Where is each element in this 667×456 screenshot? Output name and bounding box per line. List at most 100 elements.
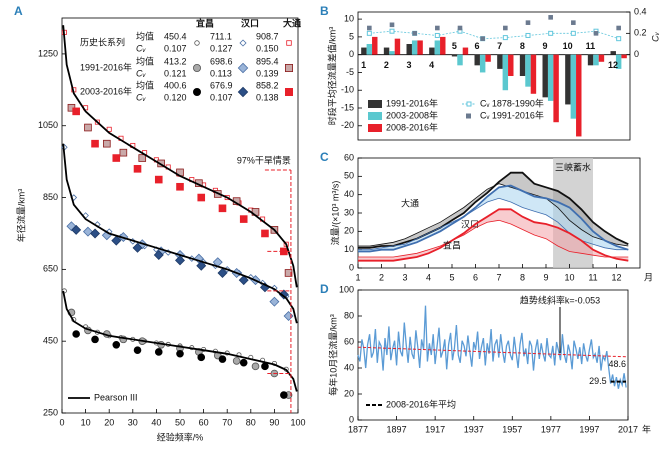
legend-mean-label: 均值	[136, 30, 154, 41]
y-tick-label: 1050	[38, 120, 58, 130]
legend-cv: 0.150	[256, 43, 279, 53]
panel-label: B	[320, 4, 329, 18]
y-tick-label: 850	[43, 192, 58, 202]
legend-label: Pearson III	[94, 392, 138, 402]
point	[261, 362, 269, 371]
recent-line	[358, 183, 629, 247]
legend-mean-label: 均值	[136, 55, 154, 66]
point	[239, 358, 248, 367]
category-label: 4	[429, 60, 434, 70]
legend-station: 大通	[283, 17, 301, 28]
bar	[497, 54, 503, 69]
y-tick-label: -20	[341, 120, 354, 130]
x-tick-label: 1977	[541, 424, 561, 434]
bar	[462, 47, 469, 55]
legend-swatch	[368, 124, 382, 132]
point	[232, 357, 241, 365]
x-tick-label: 3	[402, 272, 407, 282]
bar	[502, 54, 509, 91]
legend-cv-label: Cᵥ	[136, 68, 146, 78]
category-label: 12	[608, 60, 618, 70]
cv-point	[412, 31, 417, 36]
legend-cv: 0.127	[210, 43, 233, 53]
bar	[610, 51, 616, 55]
bar	[411, 40, 418, 55]
y-tick-label: -10	[341, 85, 354, 95]
legend-label: 2008-2016年平均	[386, 398, 456, 409]
point	[138, 154, 147, 162]
legend-marker	[237, 62, 249, 74]
bar	[598, 54, 605, 62]
cv-point	[548, 30, 554, 36]
point	[269, 296, 280, 307]
band-label: 三峡蓄水	[555, 161, 591, 172]
y2-axis-label: Cᵥ	[650, 31, 660, 41]
bar	[451, 54, 458, 57]
mean-label: 29.5	[589, 376, 607, 386]
legend-marker	[192, 64, 201, 73]
cv-point	[525, 32, 531, 38]
point	[106, 126, 112, 132]
point	[153, 250, 164, 260]
legend-mean-label: 均值	[136, 79, 154, 90]
x-tick-label: 5	[449, 272, 454, 282]
legend-label: 1991-2016年	[386, 97, 438, 108]
legend-swatch	[466, 101, 472, 107]
x-tick-label: 2017	[618, 424, 638, 434]
bar	[547, 54, 554, 101]
x-tick-label: 80	[246, 417, 256, 427]
bar	[593, 54, 599, 66]
bar	[440, 36, 446, 55]
point	[197, 353, 206, 362]
category-label: 1	[361, 60, 366, 70]
legend-mean: 858.2	[256, 80, 279, 90]
x-tick-label: 1	[355, 272, 360, 282]
y-tick-label: 80	[344, 310, 354, 320]
point	[132, 242, 143, 253]
point	[119, 148, 128, 157]
category-label: 8	[520, 41, 525, 51]
y-tick-label: 650	[43, 264, 58, 274]
category-label: 7	[497, 41, 502, 51]
point	[218, 204, 227, 213]
point	[261, 229, 269, 238]
cv-point	[571, 20, 576, 25]
legend-marker	[237, 86, 249, 98]
point	[72, 330, 80, 338]
bar	[519, 54, 526, 76]
y-axis-label: 年径流量/km³	[15, 189, 26, 243]
point	[133, 346, 142, 354]
x-tick-label: 1957	[502, 424, 522, 434]
series-label: 汉口	[461, 219, 479, 229]
cv-point	[593, 31, 599, 36]
legend-label: 2008-2016年	[386, 121, 438, 132]
x-tick-label: 0	[59, 417, 64, 427]
cv-point	[367, 25, 372, 31]
cv-point	[525, 20, 531, 25]
point	[71, 224, 82, 235]
point	[91, 139, 99, 148]
category-label: 11	[586, 41, 596, 51]
drought-label: 97%干旱情景	[237, 154, 291, 165]
x-tick-label: 30	[128, 417, 138, 427]
point	[176, 182, 184, 191]
y-tick-label: 450	[43, 336, 58, 346]
point	[176, 349, 184, 358]
change-fill	[358, 172, 629, 248]
bar	[542, 54, 548, 98]
legend-station: 汉口	[241, 17, 259, 28]
x-tick-label: 10	[81, 417, 91, 427]
plot-frame	[357, 11, 631, 141]
trend-label: 趋势线斜率k=-0.053	[520, 294, 600, 305]
cv-point	[480, 36, 485, 41]
point	[283, 311, 294, 322]
bar	[621, 54, 627, 59]
x-axis-label: 经验频率/%	[157, 431, 204, 442]
legend-cv: 0.107	[164, 43, 187, 53]
y-tick-label: 50	[344, 171, 354, 181]
trend-end-label: 48.6	[608, 359, 626, 369]
legend-cv: 0.107	[210, 92, 233, 102]
point	[218, 355, 227, 363]
cv-point	[389, 28, 395, 34]
bar	[394, 38, 401, 55]
